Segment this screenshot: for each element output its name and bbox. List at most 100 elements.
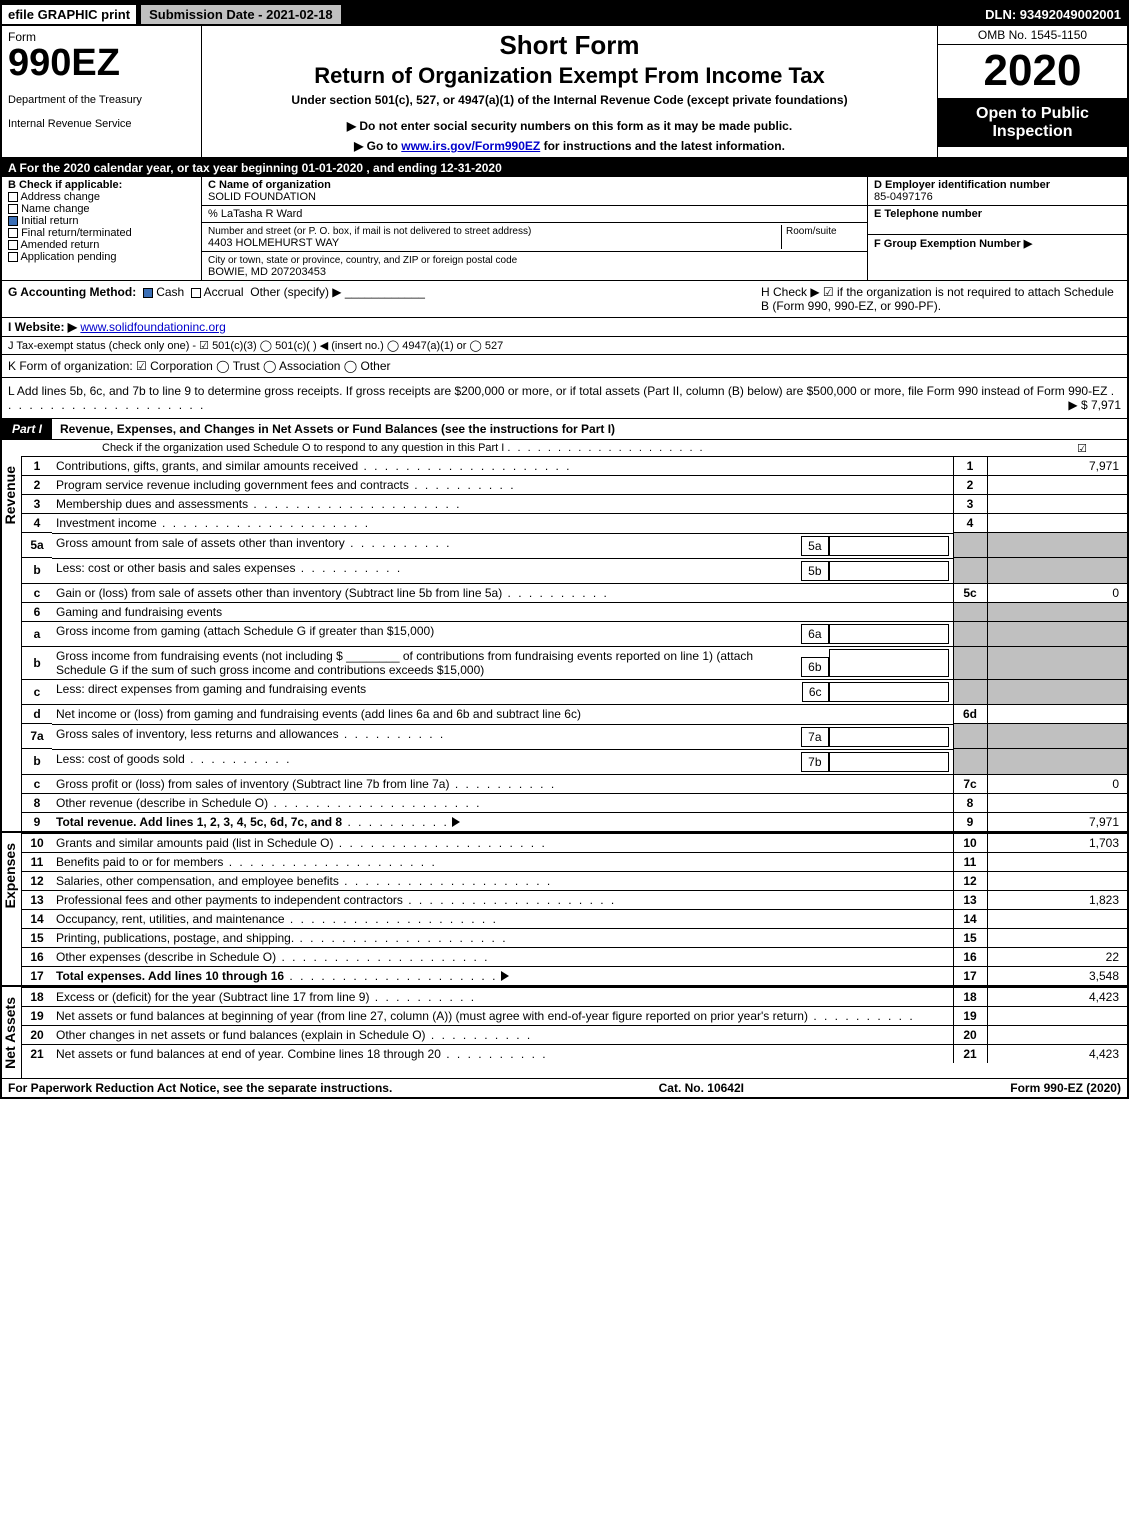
footer-left: For Paperwork Reduction Act Notice, see … (8, 1081, 392, 1095)
part-i-header: Part I Revenue, Expenses, and Changes in… (2, 418, 1127, 440)
submission-date: Submission Date - 2021-02-18 (140, 4, 342, 25)
form-990ez-page: efile GRAPHIC print Submission Date - 20… (0, 0, 1129, 1099)
top-bar: efile GRAPHIC print Submission Date - 20… (2, 2, 1127, 26)
form-number: 990EZ (8, 44, 195, 82)
netassets-side: Net Assets (2, 987, 22, 1079)
row-k-form-org: K Form of organization: ☑ Corporation ◯ … (2, 354, 1127, 377)
col-def: D Employer identification number 85-0497… (867, 177, 1127, 280)
line-11: 11Benefits paid to or for members11 (22, 852, 1127, 871)
expenses-section: Expenses 10Grants and similar amounts pa… (2, 831, 1127, 985)
footer-right: Form 990-EZ (2020) (1010, 1081, 1121, 1095)
group-exemption-label: F Group Exemption Number ▶ (874, 238, 1032, 250)
accounting-method: G Accounting Method: Cash Accrual Other … (8, 285, 761, 313)
irs-label: Internal Revenue Service (8, 118, 195, 130)
org-name: SOLID FOUNDATION (208, 191, 316, 203)
row-l-amount: ▶ $ 7,971 (1068, 398, 1121, 412)
chk-amended[interactable]: Amended return (8, 239, 195, 251)
line-6c: cLess: direct expenses from gaming and f… (22, 679, 1127, 705)
dln-label: DLN: 93492049002001 (985, 7, 1127, 22)
under-section: Under section 501(c), 527, or 4947(a)(1)… (222, 93, 917, 107)
row-i-website: I Website: ▶ www.solidfoundationinc.org (2, 317, 1127, 336)
omb-number: OMB No. 1545-1150 (938, 26, 1127, 45)
short-form-title: Short Form (222, 30, 917, 61)
chk-final[interactable]: Final return/terminated (8, 227, 195, 239)
arrow-icon (501, 971, 509, 981)
chk-address[interactable]: Address change (8, 191, 195, 203)
line-5c: cGain or (loss) from sale of assets othe… (22, 583, 1127, 602)
street-row: Number and street (or P. O. box, if mail… (202, 223, 867, 252)
street: 4403 HOLMEHURST WAY (208, 237, 339, 249)
line-6d: dNet income or (loss) from gaming and fu… (22, 705, 1127, 724)
line-6b: bGross income from fundraising events (n… (22, 646, 1127, 679)
efile-label: efile GRAPHIC print (2, 5, 136, 24)
telephone-row: E Telephone number (868, 206, 1127, 235)
revenue-table: 1Contributions, gifts, grants, and simil… (22, 456, 1127, 831)
line-21: 21Net assets or fund balances at end of … (22, 1044, 1127, 1063)
header-right: OMB No. 1545-1150 2020 Open to Public In… (937, 26, 1127, 157)
line-2: 2Program service revenue including gover… (22, 476, 1127, 495)
header-center: Short Form Return of Organization Exempt… (202, 26, 937, 157)
line-1: 1Contributions, gifts, grants, and simil… (22, 457, 1127, 476)
line-18: 18Excess or (deficit) for the year (Subt… (22, 987, 1127, 1006)
open-to-public: Open to Public Inspection (938, 99, 1127, 147)
line-8: 8Other revenue (describe in Schedule O)8 (22, 793, 1127, 812)
chk-name[interactable]: Name change (8, 203, 195, 215)
telephone-label: E Telephone number (874, 208, 982, 220)
col-b-title: B Check if applicable: (8, 179, 195, 191)
irs-link[interactable]: www.irs.gov/Form990EZ (401, 139, 540, 153)
line-13: 13Professional fees and other payments t… (22, 890, 1127, 909)
row-l-gross-receipts: L Add lines 5b, 6c, and 7b to line 9 to … (2, 377, 1127, 418)
tax-year: 2020 (938, 45, 1127, 99)
g-label: G Accounting Method: (8, 285, 136, 299)
group-exemption-row: F Group Exemption Number ▶ (868, 235, 1127, 252)
col-b-checkboxes: B Check if applicable: Address change Na… (2, 177, 202, 280)
col-c-org-info: C Name of organization SOLID FOUNDATION … (202, 177, 867, 280)
line-10: 10Grants and similar amounts paid (list … (22, 833, 1127, 852)
line-7b: bLess: cost of goods sold7b (22, 749, 1127, 775)
footer-mid: Cat. No. 10642I (659, 1081, 744, 1095)
line-20: 20Other changes in net assets or fund ba… (22, 1025, 1127, 1044)
other-specify: Other (specify) ▶ (250, 285, 341, 299)
website-label: I Website: ▶ (8, 320, 77, 334)
revenue-section: Revenue 1Contributions, gifts, grants, a… (2, 456, 1127, 831)
col-c-label: C Name of organization (208, 179, 331, 191)
chk-pending[interactable]: Application pending (8, 251, 195, 263)
page-footer: For Paperwork Reduction Act Notice, see … (2, 1078, 1127, 1097)
row-j-tax-status: J Tax-exempt status (check only one) - ☑… (2, 336, 1127, 354)
chk-cash[interactable] (143, 288, 153, 298)
expenses-table: 10Grants and similar amounts paid (list … (22, 833, 1127, 985)
part-i-sub: Check if the organization used Schedule … (2, 440, 1127, 456)
line-6: 6Gaming and fundraising events (22, 602, 1127, 621)
netassets-section: Net Assets 18Excess or (deficit) for the… (2, 985, 1127, 1079)
ein-row: D Employer identification number 85-0497… (868, 177, 1127, 206)
line-5b: bLess: cost or other basis and sales exp… (22, 558, 1127, 584)
netassets-table: 18Excess or (deficit) for the year (Subt… (22, 987, 1127, 1063)
arrow-icon (452, 817, 460, 827)
line-3: 3Membership dues and assessments3 (22, 495, 1127, 514)
line-16: 16Other expenses (describe in Schedule O… (22, 947, 1127, 966)
part-i-tag: Part I (2, 419, 52, 439)
line-14: 14Occupancy, rent, utilities, and mainte… (22, 909, 1127, 928)
department-label: Department of the Treasury (8, 94, 195, 106)
city-row: City or town, state or province, country… (202, 252, 867, 280)
org-name-row: C Name of organization SOLID FOUNDATION (202, 177, 867, 206)
row-h: H Check ▶ ☑ if the organization is not r… (761, 285, 1121, 313)
website-link[interactable]: www.solidfoundationinc.org (80, 320, 225, 334)
careof-row: % LaTasha R Ward (202, 206, 867, 223)
revenue-side: Revenue (2, 456, 22, 831)
chk-accrual[interactable] (191, 288, 201, 298)
part-i-title: Revenue, Expenses, and Changes in Net As… (52, 422, 615, 436)
line-15: 15Printing, publications, postage, and s… (22, 928, 1127, 947)
line-9: 9Total revenue. Add lines 1, 2, 3, 4, 5c… (22, 812, 1127, 831)
block-b-through-f: B Check if applicable: Address change Na… (2, 177, 1127, 281)
row-l-text: L Add lines 5b, 6c, and 7b to line 9 to … (8, 384, 1107, 398)
line-7c: cGross profit or (loss) from sales of in… (22, 774, 1127, 793)
line-17: 17Total expenses. Add lines 10 through 1… (22, 966, 1127, 985)
room-label: Room/suite (786, 226, 837, 237)
chk-initial[interactable]: Initial return (8, 215, 195, 227)
expenses-side: Expenses (2, 833, 22, 985)
city-label: City or town, state or province, country… (208, 255, 517, 266)
line-6a: aGross income from gaming (attach Schedu… (22, 621, 1127, 646)
form-header: Form 990EZ Department of the Treasury In… (2, 26, 1127, 159)
part-i-check: ☑ (1077, 442, 1087, 455)
